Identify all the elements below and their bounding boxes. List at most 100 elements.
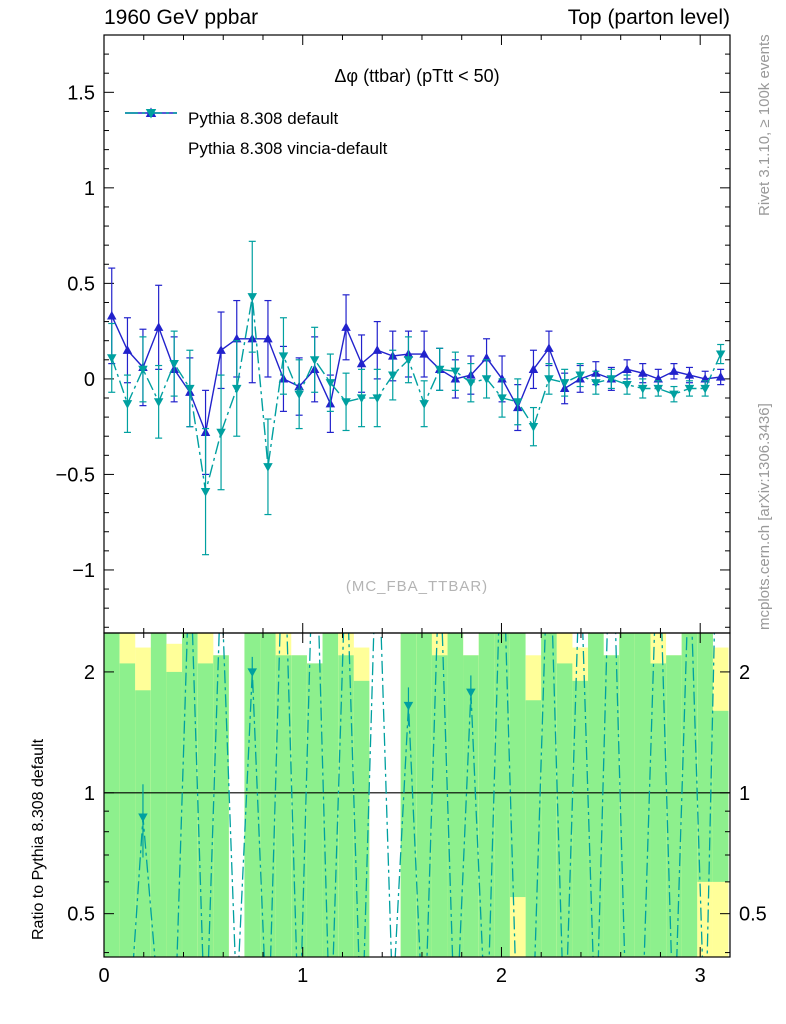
ratio-panel-frame xyxy=(103,632,731,958)
data-marker xyxy=(138,365,148,375)
data-marker xyxy=(122,345,133,354)
data-marker xyxy=(606,375,617,384)
data-marker xyxy=(434,365,445,375)
data-marker xyxy=(294,390,304,400)
data-marker xyxy=(153,322,164,331)
data-marker xyxy=(232,384,242,394)
band-green xyxy=(634,633,651,957)
band-green xyxy=(244,633,261,957)
data-marker xyxy=(591,379,601,388)
series-vincia xyxy=(107,240,726,556)
band-green xyxy=(431,655,448,957)
data-marker xyxy=(263,463,273,472)
band-green xyxy=(447,633,464,957)
side-text-mcplots-ref: mcplots.cern.ch [arXiv:1306.3436] xyxy=(756,403,773,630)
main-y-tick-label: 1 xyxy=(84,178,95,200)
data-marker xyxy=(200,488,211,497)
data-marker xyxy=(107,354,117,363)
legend-label-default: Pythia 8.308 default xyxy=(188,109,339,128)
data-marker xyxy=(466,379,476,388)
band-green xyxy=(463,655,479,957)
band-green xyxy=(400,633,417,957)
band-green xyxy=(275,655,292,957)
x-tick-label: 2 xyxy=(496,965,507,987)
band-green xyxy=(541,633,557,957)
data-marker xyxy=(216,428,226,438)
data-marker xyxy=(513,398,523,407)
data-marker xyxy=(247,293,258,302)
data-marker xyxy=(278,352,289,361)
ratio-y-tick-label-right: 1 xyxy=(739,783,750,805)
band-green xyxy=(119,663,136,957)
band-green xyxy=(104,633,120,957)
series-default xyxy=(107,267,726,476)
data-marker xyxy=(403,356,414,365)
data-marker xyxy=(559,379,570,388)
main-y-tick-label: −0.5 xyxy=(56,464,95,486)
ratio-y-tick-label-left: 2 xyxy=(84,662,95,684)
data-marker xyxy=(341,322,351,331)
data-marker xyxy=(544,343,554,352)
main-y-tick-label: 0.5 xyxy=(67,273,95,295)
data-marker xyxy=(684,370,695,379)
data-marker xyxy=(715,371,726,381)
ratio-marker xyxy=(403,701,414,711)
data-marker xyxy=(544,375,554,384)
header-analysis: Top (parton level) xyxy=(567,6,730,29)
band-green xyxy=(712,710,729,882)
main-y-tick-label: −1 xyxy=(72,560,95,582)
band-green xyxy=(681,633,698,957)
band-green xyxy=(291,655,307,957)
band-green xyxy=(166,671,182,957)
data-marker xyxy=(669,366,679,375)
ratio-marker xyxy=(466,688,476,698)
data-marker xyxy=(575,371,585,381)
data-marker xyxy=(185,384,195,394)
data-marker xyxy=(325,379,336,388)
band-green xyxy=(150,633,167,957)
band-green xyxy=(619,633,635,957)
data-marker xyxy=(684,384,695,394)
axis-tick-labels: 1.5 1 0.5 0 −0.5 −1 2 2 1 1 0.5 0.5 0 1 2 3 xyxy=(56,82,767,987)
data-marker xyxy=(122,400,133,409)
data-marker xyxy=(450,367,461,377)
data-marker xyxy=(107,310,117,320)
data-marker xyxy=(388,371,398,381)
data-marker xyxy=(341,398,351,407)
band-green xyxy=(650,663,667,957)
data-marker xyxy=(356,394,367,404)
band-green xyxy=(306,663,323,957)
x-tick-label: 0 xyxy=(98,965,109,987)
ratio-uncertainty-bands xyxy=(104,633,729,957)
band-green xyxy=(697,633,713,882)
band-green xyxy=(603,655,620,957)
data-marker xyxy=(497,373,507,383)
legend-marker-triangle-down-icon xyxy=(124,109,178,158)
data-marker xyxy=(216,345,226,354)
data-marker xyxy=(419,349,429,358)
data-marker xyxy=(356,358,367,368)
ratio-marker xyxy=(247,668,258,677)
band-green xyxy=(416,633,432,957)
legend-item-vincia: Pythia 8.308 vincia-default xyxy=(124,109,387,164)
data-marker xyxy=(497,394,507,404)
data-marker xyxy=(263,333,273,343)
data-marker xyxy=(638,368,648,377)
ratio-curve-vincia xyxy=(132,633,715,957)
main-y-tick-label: 0 xyxy=(84,369,95,391)
ratio-y-axis-label: Ratio to Pythia 8.308 default xyxy=(30,738,47,940)
data-marker xyxy=(638,384,648,394)
data-marker xyxy=(528,364,539,373)
band-green xyxy=(213,655,229,957)
data-marker xyxy=(528,423,539,432)
data-marker xyxy=(419,400,429,409)
data-marker xyxy=(715,350,726,360)
data-marker xyxy=(653,384,664,394)
band-green xyxy=(666,655,682,957)
band-green xyxy=(338,655,354,957)
watermark-analysis-code: (MC_FBA_TTBAR) xyxy=(345,578,489,595)
data-marker xyxy=(309,356,320,365)
band-green xyxy=(509,633,526,898)
